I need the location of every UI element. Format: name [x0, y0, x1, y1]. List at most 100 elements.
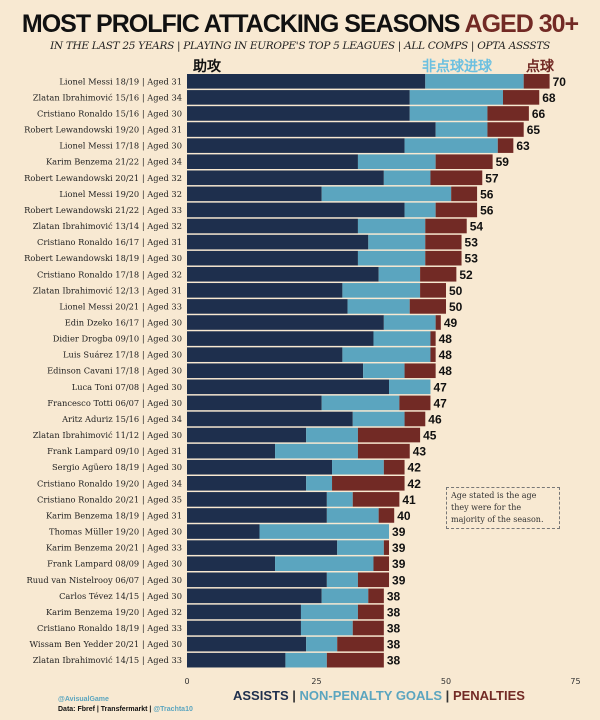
bar-segment-assists — [187, 218, 358, 234]
category-label: Robert Lewandowski 20/21 | Aged 32 — [24, 173, 182, 184]
series-label-npg-cn: 非点球进球 — [422, 58, 493, 75]
bar-segment-assists — [187, 379, 390, 395]
total-label: 42 — [408, 461, 422, 475]
category-label: Cristiano Ronaldo 15/16 | Aged 30 — [37, 108, 182, 119]
total-label: 49 — [444, 316, 458, 330]
bar-segment-npg — [326, 508, 379, 523]
bar-segment-assists — [187, 154, 358, 169]
bar-segment-npg — [352, 411, 405, 427]
bar-segment-npg — [275, 556, 374, 571]
bar-row: Robert Lewandowski 20/21 | Aged 32 57 — [24, 170, 499, 185]
bar-segment-npg — [326, 572, 358, 588]
bar-row: Lionel Messi 17/18 | Aged 30 63 — [59, 138, 530, 153]
total-label: 56 — [480, 187, 494, 201]
bar-segment-penalties — [451, 186, 478, 202]
bar-row: Edinson Cavani 17/18 | Aged 30 48 — [47, 363, 452, 378]
bar-segment-penalties — [487, 106, 529, 121]
bar-segment-npg — [357, 154, 436, 169]
bar-segment-penalties — [430, 170, 483, 186]
category-label: Aritz Aduriz 15/16 | Aged 34 — [61, 414, 182, 425]
total-label: 39 — [392, 525, 406, 539]
category-label: Thomas Müller 19/20 | Aged 30 — [49, 527, 182, 538]
bar-segment-penalties — [383, 459, 405, 475]
legend-separator: | — [292, 688, 296, 703]
bar-segment-assists — [187, 299, 348, 314]
total-label: 48 — [439, 364, 453, 378]
category-label: Zlatan Ibrahimović 15/16 | Aged 34 — [33, 92, 182, 103]
total-label: 38 — [387, 638, 401, 652]
bar-segment-npg — [404, 202, 436, 218]
bar-segment-assists — [187, 524, 260, 539]
category-label: Lionel Messi 19/20 | Aged 32 — [59, 189, 182, 200]
bar-row: Zlatan Ibrahimović 14/15 | Aged 33 38 — [33, 652, 401, 668]
bar-segment-npg — [409, 90, 503, 105]
bar-segment-npg — [342, 347, 431, 362]
total-label: 70 — [553, 75, 567, 89]
x-tick-label: 0 — [184, 677, 189, 686]
bar-row: Cristiano Ronaldo 18/19 | Aged 33 38 — [37, 620, 401, 636]
total-label: 38 — [387, 589, 401, 603]
bar-segment-npg — [337, 540, 384, 555]
bar-row: Robert Lewandowski 19/20 | Aged 31 65 — [24, 122, 540, 137]
bar-segment-penalties — [383, 540, 390, 555]
total-label: 39 — [392, 541, 406, 555]
bar-segment-penalties — [420, 283, 446, 298]
bar-segment-npg — [306, 636, 338, 652]
bar-row: Karim Benzema 19/20 | Aged 32 38 — [46, 604, 401, 620]
bar-segment-assists — [187, 588, 322, 604]
bar-segment-assists — [187, 74, 426, 89]
bar-segment-penalties — [399, 395, 431, 411]
bar-segment-penalties — [332, 476, 405, 491]
category-label: Sergio Agüero 18/19 | Aged 30 — [52, 462, 182, 473]
bar-segment-penalties — [523, 74, 550, 89]
title-accent: AGED 30+ — [464, 10, 580, 38]
bar-segment-penalties — [430, 331, 436, 346]
category-label: Zlatan Ibrahimović 11/12 | Aged 30 — [33, 430, 182, 441]
bar-row: Cristiano Ronaldo 17/18 | Aged 32 52 — [37, 266, 473, 282]
bar-segment-npg — [357, 250, 426, 266]
bar-segment-penalties — [352, 620, 384, 636]
bar-segment-npg — [300, 604, 358, 620]
bar-segment-assists — [187, 636, 307, 652]
bar-segment-npg — [275, 443, 358, 459]
bar-segment-penalties — [425, 218, 467, 234]
bar-segment-penalties — [357, 604, 384, 620]
bar-segment-assists — [187, 347, 343, 362]
bar-row: Aritz Aduriz 15/16 | Aged 34 46 — [61, 411, 442, 427]
bar-segment-penalties — [425, 234, 462, 250]
category-label: Karim Benzema 20/21 | Aged 33 — [46, 543, 182, 554]
bar-row: Lionel Messi 18/19 | Aged 31 70 — [59, 74, 566, 89]
total-label: 53 — [465, 236, 479, 250]
total-label: 39 — [392, 557, 406, 571]
legend: ASSISTS | NON-PENALTY GOALS | PENALTIES — [233, 688, 525, 703]
category-label: Cristiano Ronaldo 16/17 | Aged 31 — [37, 237, 182, 248]
bar-segment-penalties — [352, 492, 400, 507]
bar-row: Karim Benzema 20/21 | Aged 33 39 — [46, 540, 406, 555]
category-label: Didier Drogba 09/10 | Aged 30 — [53, 334, 182, 345]
bar-segment-penalties — [430, 347, 436, 362]
total-label: 52 — [459, 268, 473, 282]
bar-segment-penalties — [435, 154, 493, 169]
bar-segment-assists — [187, 604, 301, 620]
bar-segment-penalties — [404, 411, 426, 427]
bar-segment-npg — [383, 170, 431, 186]
bar-row: Luca Toni 07/08 | Aged 30 47 — [72, 379, 447, 395]
bar-row: Zlatan Ibrahimović 15/16 | Aged 34 68 — [33, 90, 556, 105]
bar-row: Lionel Messi 19/20 | Aged 32 56 — [59, 186, 494, 202]
bar-segment-penalties — [337, 636, 384, 652]
bar-segment-npg — [321, 186, 452, 202]
bar-segment-assists — [187, 122, 436, 137]
total-label: 50 — [449, 284, 463, 298]
bar-segment-assists — [187, 411, 353, 427]
category-label: Cristiano Ronaldo 19/20 | Aged 34 — [37, 478, 182, 489]
category-label: Carlos Tévez 14/15 | Aged 30 — [59, 591, 182, 602]
total-label: 65 — [527, 123, 541, 137]
bar-row: Zlatan Ibrahimović 13/14 | Aged 32 54 — [33, 218, 483, 234]
total-label: 42 — [408, 477, 422, 491]
bar-segment-penalties — [497, 138, 514, 153]
bar-row: Sergio Agüero 18/19 | Aged 30 42 — [52, 459, 422, 475]
title-main: MOST PROLFIC ATTACKING SEASONS — [21, 10, 461, 38]
legend-separator: | — [445, 688, 450, 703]
bar-segment-penalties — [326, 652, 384, 668]
bar-segment-penalties — [357, 427, 421, 443]
